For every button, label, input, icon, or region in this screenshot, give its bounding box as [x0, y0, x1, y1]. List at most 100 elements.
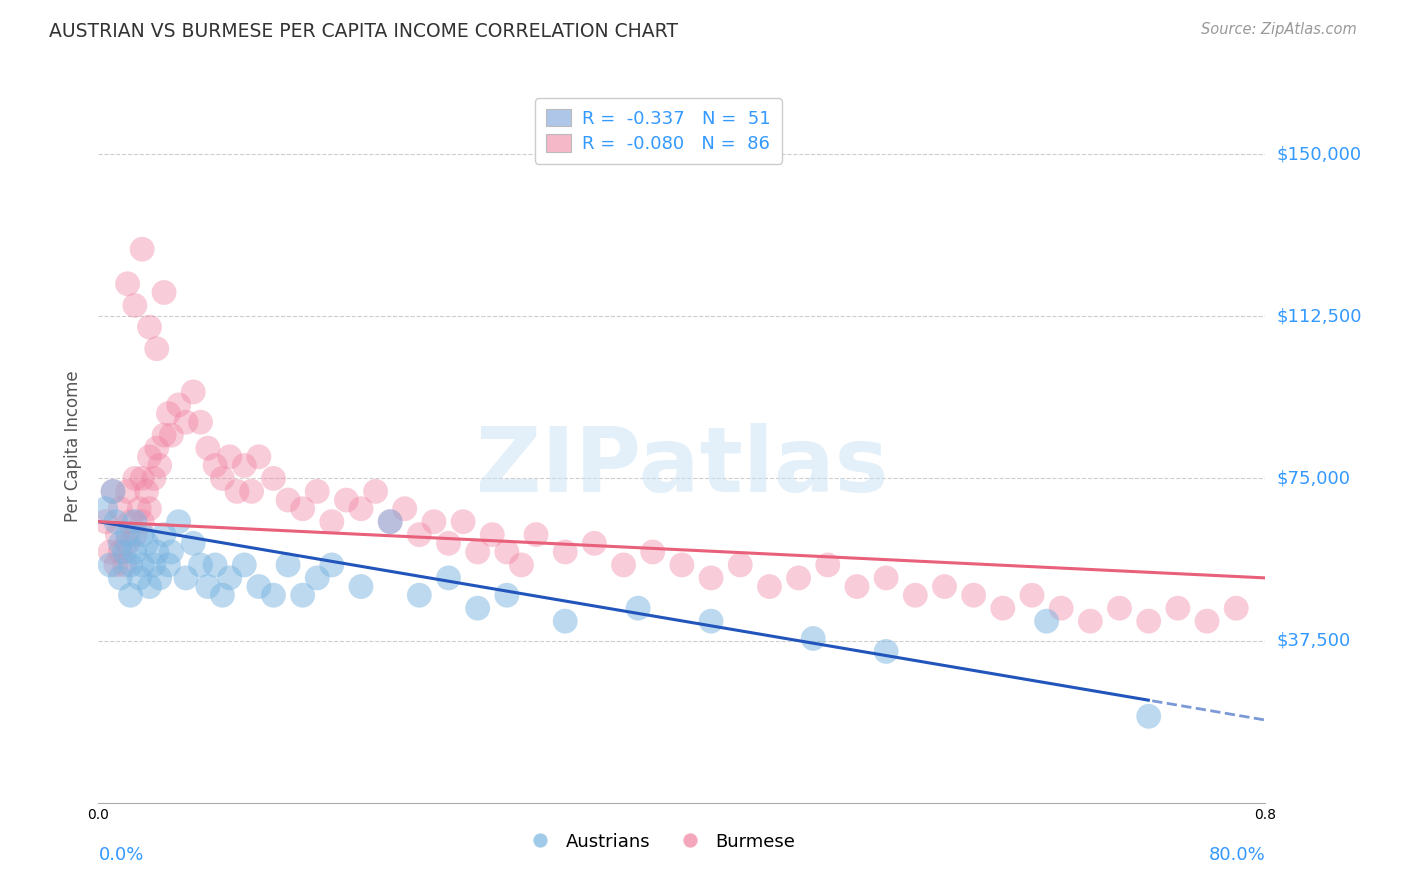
- Point: [135, 536, 157, 550]
- Point: [124, 515, 146, 529]
- Point: [233, 458, 256, 473]
- Point: [124, 298, 146, 312]
- Point: [128, 571, 150, 585]
- Point: [730, 558, 752, 572]
- Point: [817, 558, 839, 572]
- Point: [262, 588, 284, 602]
- Point: [277, 558, 299, 572]
- Text: 80.0%: 80.0%: [1209, 846, 1265, 863]
- Point: [700, 571, 723, 585]
- Point: [181, 384, 204, 399]
- Point: [233, 558, 256, 572]
- Point: [218, 450, 240, 464]
- Point: [211, 471, 233, 485]
- Point: [94, 501, 117, 516]
- Point: [197, 441, 219, 455]
- Point: [104, 515, 127, 529]
- Point: [190, 415, 212, 429]
- Point: [394, 501, 416, 516]
- Point: [138, 450, 160, 464]
- Point: [437, 536, 460, 550]
- Point: [1225, 601, 1247, 615]
- Point: [554, 545, 576, 559]
- Point: [1108, 601, 1130, 615]
- Point: [110, 536, 132, 550]
- Point: [204, 458, 226, 473]
- Point: [135, 484, 157, 499]
- Text: 0.0%: 0.0%: [98, 846, 143, 863]
- Point: [117, 527, 139, 541]
- Point: [875, 644, 897, 658]
- Point: [174, 571, 197, 585]
- Point: [991, 601, 1014, 615]
- Point: [98, 545, 121, 559]
- Point: [124, 545, 146, 559]
- Point: [114, 545, 136, 559]
- Point: [408, 588, 430, 602]
- Point: [204, 558, 226, 572]
- Text: ZIPatlas: ZIPatlas: [475, 424, 889, 511]
- Point: [181, 536, 204, 550]
- Point: [128, 501, 150, 516]
- Point: [120, 558, 142, 572]
- Point: [1050, 601, 1073, 615]
- Point: [101, 484, 124, 499]
- Point: [218, 571, 240, 585]
- Point: [496, 545, 519, 559]
- Point: [437, 571, 460, 585]
- Text: $37,500: $37,500: [1277, 632, 1351, 649]
- Point: [262, 471, 284, 485]
- Point: [167, 398, 190, 412]
- Point: [117, 484, 139, 499]
- Point: [1167, 601, 1189, 615]
- Point: [142, 471, 165, 485]
- Point: [350, 580, 373, 594]
- Point: [467, 601, 489, 615]
- Point: [226, 484, 249, 499]
- Point: [247, 580, 270, 594]
- Text: $150,000: $150,000: [1277, 145, 1361, 163]
- Point: [101, 484, 124, 499]
- Point: [554, 614, 576, 628]
- Point: [801, 632, 824, 646]
- Point: [142, 558, 165, 572]
- Point: [904, 588, 927, 602]
- Point: [157, 558, 180, 572]
- Point: [138, 320, 160, 334]
- Point: [641, 545, 664, 559]
- Point: [467, 545, 489, 559]
- Point: [117, 536, 139, 550]
- Text: AUSTRIAN VS BURMESE PER CAPITA INCOME CORRELATION CHART: AUSTRIAN VS BURMESE PER CAPITA INCOME CO…: [49, 22, 678, 41]
- Point: [138, 580, 160, 594]
- Point: [612, 558, 634, 572]
- Point: [160, 545, 183, 559]
- Point: [153, 285, 176, 300]
- Point: [510, 558, 533, 572]
- Point: [110, 501, 132, 516]
- Point: [240, 484, 263, 499]
- Point: [124, 471, 146, 485]
- Point: [149, 571, 172, 585]
- Point: [153, 428, 176, 442]
- Point: [380, 515, 402, 529]
- Point: [146, 441, 169, 455]
- Point: [131, 242, 153, 256]
- Point: [104, 558, 127, 572]
- Point: [124, 527, 146, 541]
- Point: [962, 588, 984, 602]
- Point: [291, 588, 314, 602]
- Point: [120, 588, 142, 602]
- Point: [110, 571, 132, 585]
- Point: [321, 515, 343, 529]
- Point: [160, 428, 183, 442]
- Point: [197, 580, 219, 594]
- Text: Source: ZipAtlas.com: Source: ZipAtlas.com: [1201, 22, 1357, 37]
- Point: [167, 515, 190, 529]
- Point: [1195, 614, 1218, 628]
- Point: [335, 493, 357, 508]
- Point: [350, 501, 373, 516]
- Point: [120, 515, 142, 529]
- Point: [481, 527, 503, 541]
- Point: [524, 527, 547, 541]
- Point: [114, 558, 136, 572]
